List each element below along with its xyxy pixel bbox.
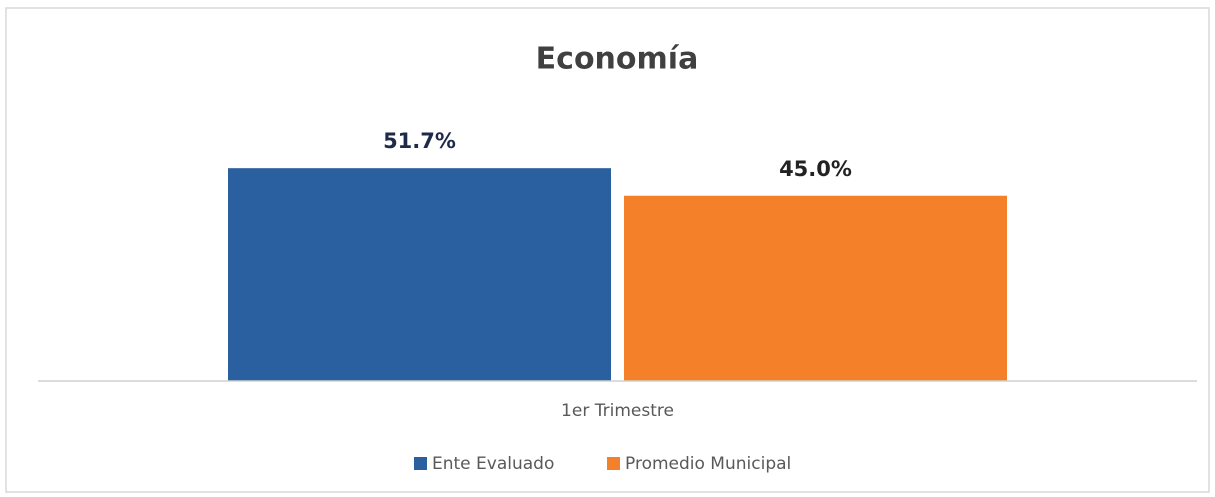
- legend-swatch: [414, 457, 427, 470]
- bar: [624, 195, 1007, 381]
- data-label: 51.7%: [383, 129, 456, 153]
- bar: [228, 168, 611, 381]
- legend-swatch: [607, 457, 620, 470]
- chart-title: Economía: [536, 42, 699, 77]
- data-label: 45.0%: [779, 157, 852, 181]
- legend-label: Ente Evaluado: [432, 454, 554, 474]
- legend-label: Promedio Municipal: [625, 454, 791, 474]
- x-tick-label: 1er Trimestre: [561, 401, 674, 421]
